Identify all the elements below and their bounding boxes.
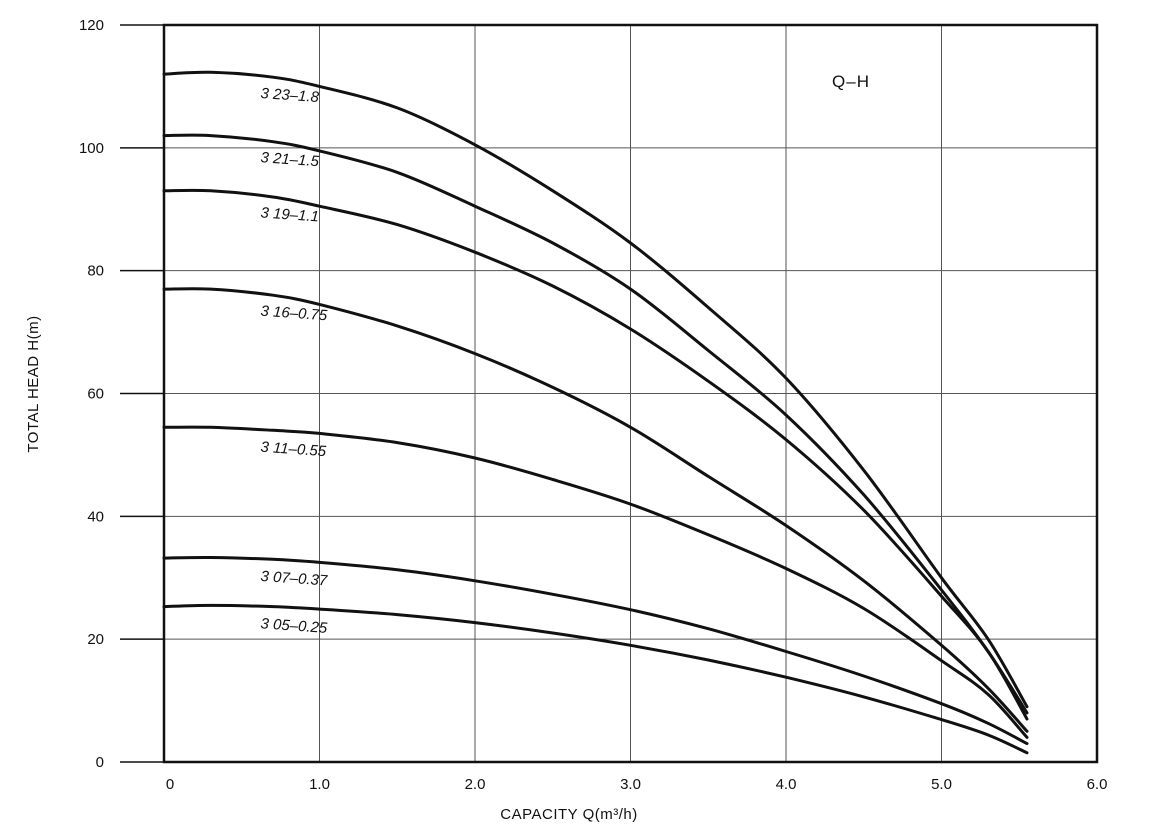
- x-tick-label: 5.0: [931, 776, 952, 793]
- x-tick-label: 6.0: [1087, 776, 1108, 793]
- curve-label: 3 05–0.25: [260, 615, 328, 637]
- y-tick-label: 100: [79, 140, 104, 157]
- curve-label: 3 11–0.55: [260, 439, 327, 461]
- curve-label: 3 07–0.37: [260, 568, 328, 590]
- x-axis-title: CAPACITY Q(m³/h): [500, 806, 637, 823]
- curve-series-5: [162, 425, 1029, 739]
- x-axis-ticks: 0 1.0 2.0 3.0 4.0 5.0 6.0: [166, 776, 1108, 793]
- curve-series-1: [162, 70, 1029, 709]
- curve-labels: 3 23–1.8 3 21–1.5 3 19–1.1 3 16–0.75 3 11–0.…: [260, 85, 328, 637]
- curve-label: 3 16–0.75: [260, 303, 328, 325]
- x-tick-label: 0: [166, 776, 174, 793]
- grid: [164, 25, 1097, 762]
- curve-series-6: [162, 555, 1029, 746]
- y-tick-label: 40: [87, 508, 104, 525]
- y-axis-title: TOTAL HEAD H(m): [25, 315, 42, 452]
- performance-curves: [162, 70, 1029, 755]
- curve-series-3: [162, 188, 1029, 721]
- curve-label: 3 21–1.5: [260, 149, 320, 170]
- curve-label: 3 23–1.8: [260, 85, 320, 106]
- curve-label: 3 19–1.1: [260, 204, 319, 225]
- chart-title: Q–H: [832, 72, 870, 91]
- x-tick-label: 3.0: [620, 776, 641, 793]
- x-tick-label: 2.0: [465, 776, 486, 793]
- y-tick-label: 120: [79, 17, 104, 34]
- y-tick-label: 20: [87, 631, 104, 648]
- x-tick-label: 1.0: [309, 776, 330, 793]
- y-tick-label: 80: [87, 263, 104, 280]
- curve-series-2: [162, 133, 1029, 715]
- curve-series-7: [162, 603, 1029, 755]
- curve-series-4: [162, 287, 1029, 733]
- y-axis-ticks: 0 20 40 60 80 100 120: [79, 17, 164, 771]
- y-tick-label: 60: [87, 386, 104, 403]
- x-tick-label: 4.0: [776, 776, 797, 793]
- y-tick-label: 0: [96, 754, 104, 771]
